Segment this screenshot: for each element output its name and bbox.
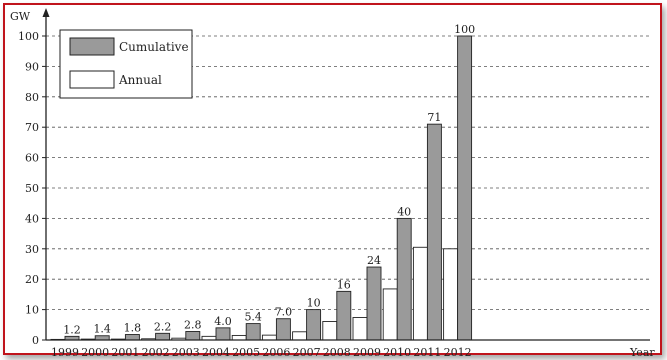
data-label-2009: 24 — [367, 254, 381, 267]
bar-cumulative-2010 — [396, 217, 412, 341]
bar-cumulative-2004 — [215, 327, 231, 341]
bar-annual-2012 — [443, 248, 459, 341]
y-tick-label: 70 — [25, 121, 39, 134]
legend: Cumulative Annual — [59, 29, 193, 99]
bar-annual-2007 — [292, 331, 308, 341]
y-tick-label: 50 — [25, 182, 39, 195]
bar-annual-2011 — [412, 246, 428, 341]
x-tick-label-2011: 2011 — [413, 346, 441, 359]
bar-cumulative-2007 — [306, 309, 322, 341]
bar-annual-2009 — [352, 317, 368, 341]
data-label-2002: 2.2 — [154, 320, 172, 333]
x-tick-label-1999: 1999 — [51, 346, 79, 359]
x-tick-label-2009: 2009 — [353, 346, 381, 359]
y-tick-label: 10 — [25, 304, 39, 317]
x-tick-label-2007: 2007 — [293, 346, 321, 359]
bars — [50, 35, 473, 341]
data-label-2001: 1.8 — [124, 322, 142, 335]
bar-cumulative-2008 — [336, 290, 352, 341]
data-label-2007: 10 — [307, 297, 321, 310]
bar-cumulative-2012 — [457, 35, 473, 341]
y-tick-label: 80 — [25, 91, 39, 104]
bar-annual-2006 — [261, 334, 277, 341]
legend-label-annual: Annual — [118, 73, 162, 87]
data-label-2012: 100 — [454, 23, 475, 36]
x-tick-label-2006: 2006 — [262, 346, 290, 359]
data-label-2003: 2.8 — [184, 318, 202, 331]
bar-cumulative-2005 — [245, 323, 261, 341]
x-tick-label-2001: 2001 — [111, 346, 139, 359]
bar-annual-2005 — [231, 334, 247, 341]
data-label-2006: 7.0 — [275, 306, 293, 319]
x-axis-title: Year — [629, 346, 655, 359]
x-tick-label-2003: 2003 — [172, 346, 200, 359]
bar-cumulative-2002 — [155, 332, 171, 341]
y-axis-title: GW — [10, 10, 31, 23]
y-axis-arrow-icon — [42, 8, 50, 17]
y-tick-label: 90 — [25, 60, 39, 73]
x-tick-label-2010: 2010 — [383, 346, 411, 359]
bar-cumulative-2009 — [366, 266, 382, 341]
x-tick-label-2012: 2012 — [444, 346, 472, 359]
legend-label-cumulative: Cumulative — [119, 40, 189, 54]
data-label-2010: 40 — [397, 205, 411, 218]
y-tick-label: 40 — [25, 212, 39, 225]
x-tick-label-2000: 2000 — [81, 346, 109, 359]
data-label-2004: 4.0 — [214, 315, 232, 328]
x-tick-label-2008: 2008 — [323, 346, 351, 359]
bar-cumulative-2001 — [124, 334, 140, 341]
data-label-2011: 71 — [427, 111, 441, 124]
data-label-2005: 5.4 — [244, 311, 262, 324]
x-tick-label-2004: 2004 — [202, 346, 230, 359]
x-tick-label-2005: 2005 — [232, 346, 260, 359]
data-label-2008: 16 — [337, 278, 351, 291]
data-label-2000: 1.4 — [93, 323, 111, 336]
y-tick-label: 20 — [25, 273, 39, 286]
bar-cumulative-2003 — [185, 331, 201, 341]
bar-cumulative-2011 — [426, 123, 442, 341]
x-tick-label-2002: 2002 — [142, 346, 170, 359]
bar-annual-2008 — [322, 321, 338, 341]
bar-cumulative-2006 — [275, 318, 291, 341]
y-tick-label: 60 — [25, 152, 39, 165]
y-tick-label: 30 — [25, 243, 39, 256]
legend-swatch-annual — [69, 70, 115, 89]
bar-annual-2010 — [382, 288, 398, 341]
data-label-1999: 1.2 — [63, 323, 81, 336]
y-tick-label: 100 — [18, 30, 39, 43]
x-tick-labels: 1999 2000 2001 2002 2003 2004 2005 2006 2007 2008… — [51, 346, 472, 359]
data-labels: 1.2 1.4 1.8 2.2 2.8 4.0 5.4 7.0 10 16 24 40 71 100 — [63, 23, 475, 336]
y-tick-label: 0 — [32, 334, 39, 347]
axes: GW Year — [10, 8, 655, 359]
y-tick-labels: 0 10 20 30 40 50 60 70 80 90 100 — [18, 30, 46, 347]
legend-swatch-cumulative — [69, 37, 115, 56]
